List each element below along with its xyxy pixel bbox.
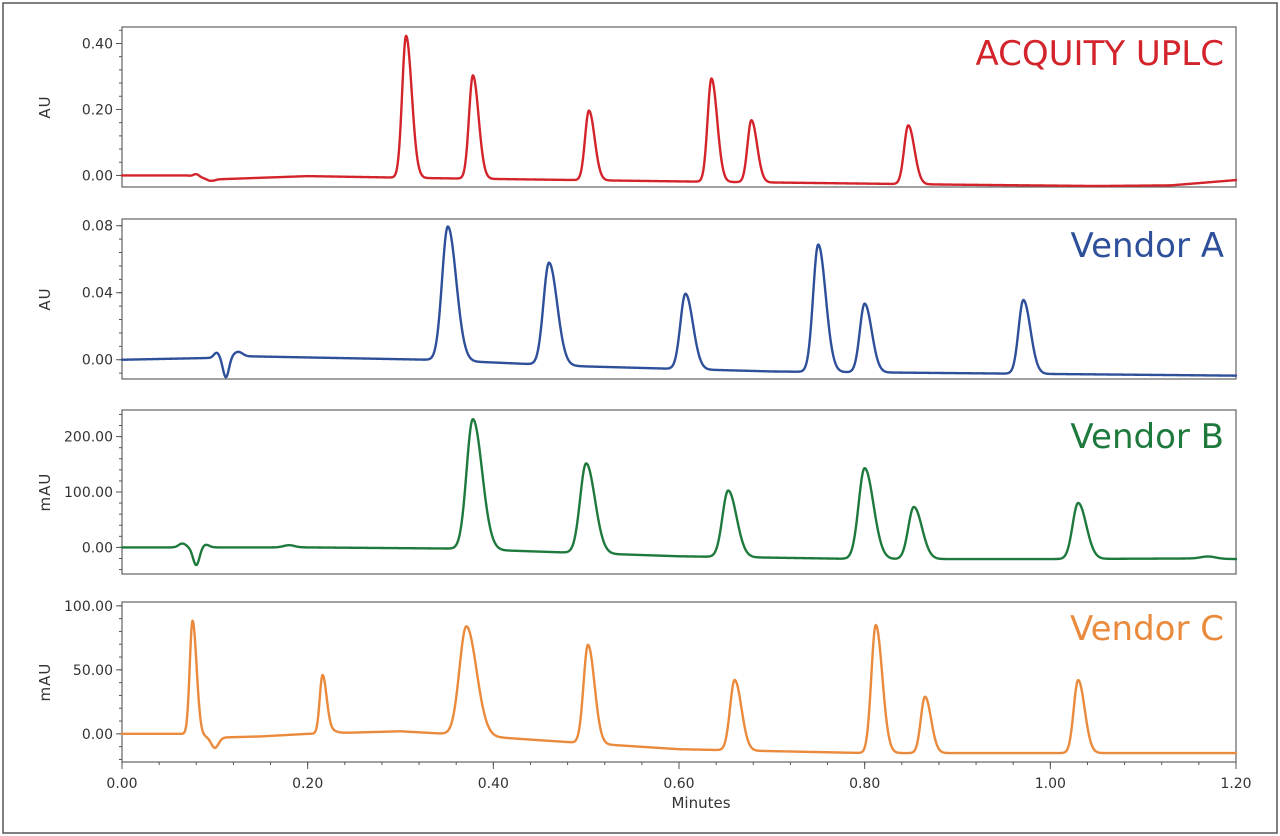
panel-title: Vendor C: [1070, 609, 1224, 649]
y-axis-label: mAU: [36, 473, 54, 512]
y-tick-label: 0.00: [82, 540, 113, 556]
series-trace: [120, 225, 1238, 379]
y-tick-label: 50.00: [73, 663, 113, 679]
panel-title: Vendor B: [1070, 417, 1224, 457]
x-axis: 0.00 0.20 0.40 0.60 0.80 1.00 1.20 Minutes: [106, 762, 1252, 812]
y-tick-label: 0.04: [82, 286, 113, 302]
y-tick-label: 200.00: [64, 430, 113, 446]
y-tick-label: 0.00: [82, 353, 113, 369]
y-axis-label: mAU: [36, 663, 54, 702]
y-tick-label: 0.40: [82, 36, 113, 52]
x-tick-label: 1.00: [1035, 776, 1066, 792]
panel-title: ACQUITY UPLC: [976, 34, 1225, 74]
series-trace: [120, 619, 1238, 755]
y-tick-label: 0.08: [82, 219, 113, 235]
panel-4: 0.00 50.00 100.00 mAU Vendor C: [36, 599, 1238, 763]
y-tick-label: 0.20: [82, 102, 113, 118]
plot-frame: [121, 26, 1237, 188]
x-tick-label: 0.60: [663, 776, 694, 792]
x-tick-label: 0.20: [292, 776, 323, 792]
y-tick-label: 0.00: [82, 168, 113, 184]
x-tick-label: 0.40: [478, 776, 509, 792]
y-axis-label: AU: [36, 95, 54, 118]
y-tick-label: 0.00: [82, 727, 113, 743]
panel-1: 0.00 0.20 0.40 AU ACQUITY UPLC: [36, 26, 1238, 188]
panel-3: 0.00 100.00 200.00 mAU Vendor B: [36, 409, 1238, 575]
plot-frame: [121, 601, 1237, 763]
x-axis-label: Minutes: [671, 794, 730, 812]
series-trace: [120, 34, 1238, 188]
plot-frame: [121, 218, 1237, 380]
x-tick-label: 1.20: [1220, 776, 1251, 792]
y-axis-label: AU: [36, 287, 54, 310]
y-tick-label: 100.00: [64, 599, 113, 615]
y-tick-label: 100.00: [64, 485, 113, 501]
panel-title: Vendor A: [1070, 226, 1224, 266]
x-tick-label: 0.80: [849, 776, 880, 792]
series-trace: [120, 417, 1238, 567]
panel-2: 0.00 0.04 0.08 AU Vendor A: [36, 218, 1238, 380]
x-tick-label: 0.00: [106, 776, 137, 792]
